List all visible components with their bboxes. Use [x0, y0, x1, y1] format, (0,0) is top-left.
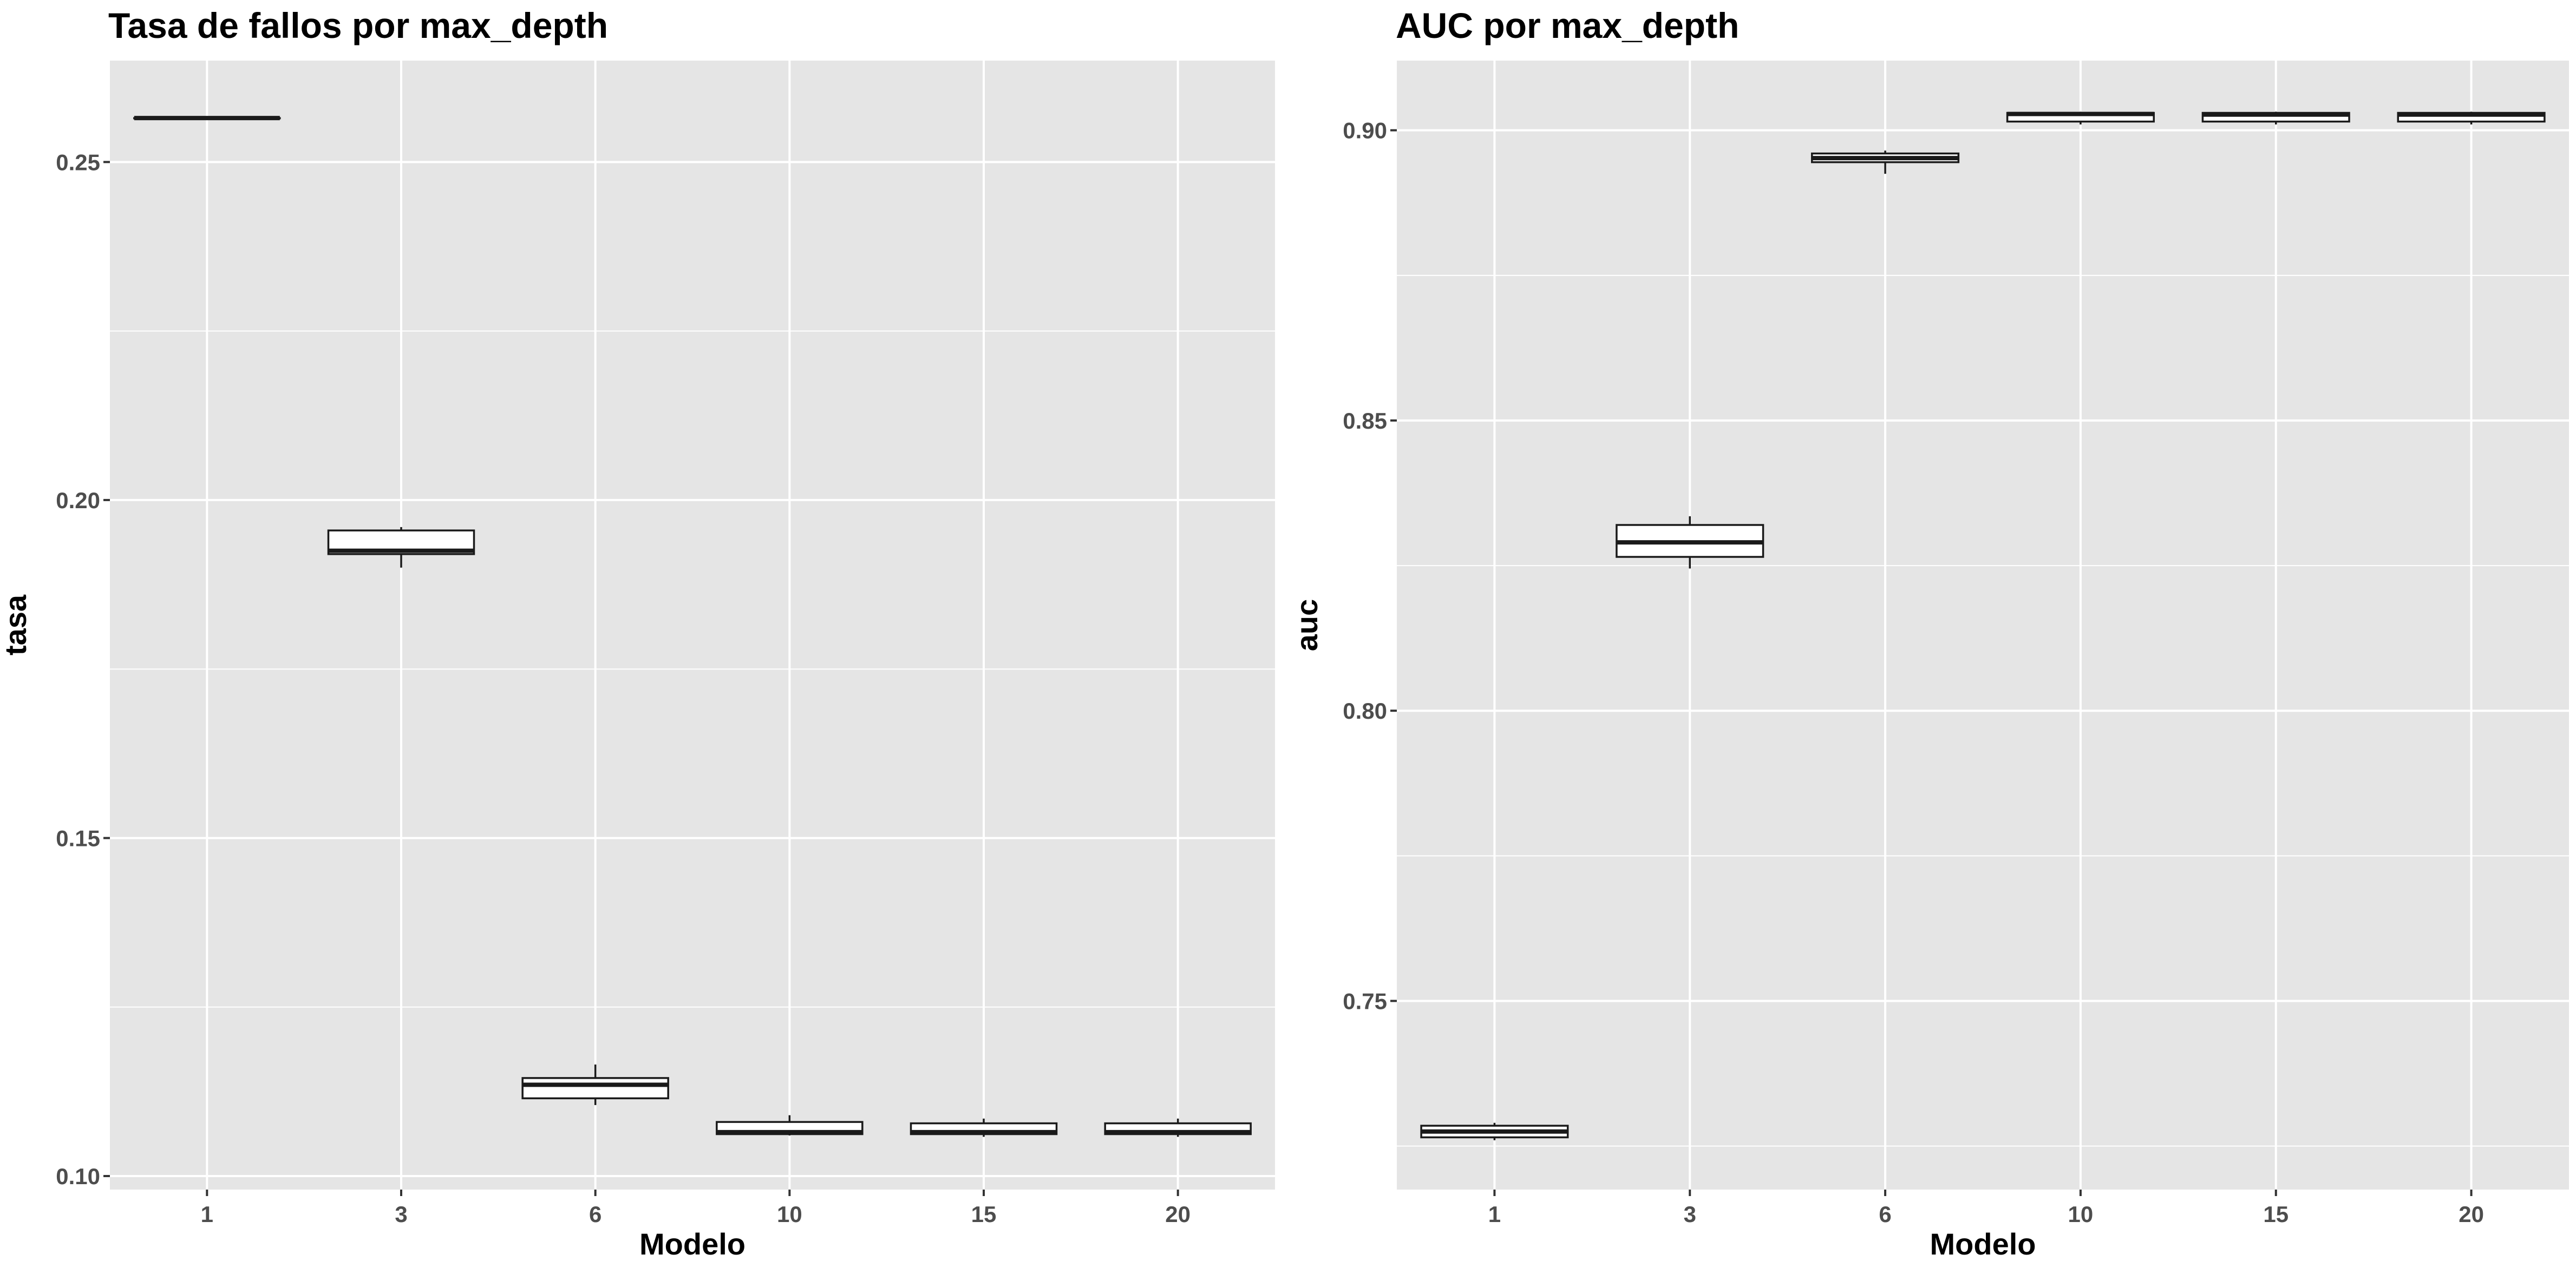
auc-x-tick-label: 3	[1684, 1201, 1696, 1227]
tasa-y-tick-label: 0.10	[56, 1164, 100, 1189]
tasa-y-tick-label: 0.15	[56, 825, 100, 851]
auc-box-20	[2397, 111, 2546, 124]
tasa-panel-background	[110, 61, 1275, 1190]
auc-y-tick-label: 0.75	[1343, 988, 1387, 1014]
auc-y-tick-label: 0.85	[1343, 408, 1387, 434]
auc-x-tick-label: 15	[2263, 1201, 2289, 1227]
auc-y-axis-title: auc	[1290, 599, 1324, 652]
tasa-y-tick-label: 0.20	[56, 488, 100, 513]
tasa-chart-title: Tasa de fallos por max_depth	[108, 5, 608, 45]
tasa-x-tick-label: 6	[589, 1201, 601, 1227]
tasa-y-axis-title: tasa	[0, 594, 32, 655]
tasa-y-tick-label: 0.25	[56, 149, 100, 175]
auc-chart-title: AUC por max_depth	[1396, 5, 1739, 45]
auc-x-tick-label: 1	[1488, 1201, 1501, 1227]
auc-panel-background	[1397, 61, 2569, 1190]
auc-y-tick-label: 0.90	[1343, 118, 1387, 143]
auc-x-axis-title: Modelo	[1930, 1227, 2036, 1261]
auc-x-tick-label: 20	[2459, 1201, 2484, 1227]
auc-chart-panel: 0.75 0.80 0.85 0.90 1 3 6 10 15 20 AUC por max_dep…	[1290, 5, 2569, 1261]
tasa-x-tick-label: 3	[395, 1201, 407, 1227]
tasa-box-1	[133, 116, 281, 121]
tasa-box-20	[1104, 1118, 1252, 1137]
auc-box-3	[1616, 516, 1764, 569]
tasa-box-3	[327, 527, 475, 568]
auc-box-6	[1811, 150, 1960, 174]
tasa-x-tick-label: 20	[1165, 1201, 1191, 1227]
tasa-x-tick-label: 10	[777, 1201, 802, 1227]
tasa-box-6	[521, 1064, 669, 1105]
tasa-box-10	[716, 1115, 864, 1136]
auc-x-tick-label: 10	[2068, 1201, 2094, 1227]
auc-y-tick-label: 0.80	[1343, 698, 1387, 724]
auc-box-1	[1420, 1122, 1569, 1140]
tasa-x-tick-label: 15	[971, 1201, 997, 1227]
auc-box-10	[2006, 111, 2155, 124]
tasa-x-tick-label: 1	[201, 1201, 213, 1227]
auc-x-tick-label: 6	[1879, 1201, 1891, 1227]
tasa-chart-panel: 0.10 0.15 0.20 0.25 1 3 6 10 15 20 Tasa de fallos …	[0, 5, 1275, 1261]
tasa-box-15	[910, 1118, 1058, 1137]
tasa-x-axis-title: Modelo	[639, 1227, 746, 1261]
tasa-box-iqr	[521, 1077, 669, 1100]
auc-box-15	[2201, 111, 2350, 124]
